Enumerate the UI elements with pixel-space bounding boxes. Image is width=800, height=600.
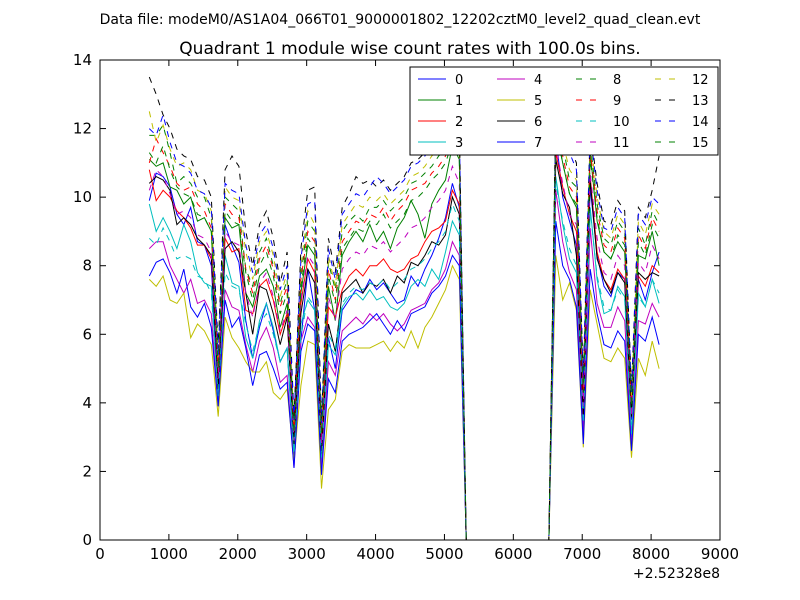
chart-title: Quadrant 1 module wise count rates with … xyxy=(179,39,640,59)
legend-label-7: 7 xyxy=(534,136,542,151)
axis-ticks: 0 1000 2000 3000 4000 5000 6000 7000 8000 9000 0 2 4… xyxy=(73,51,739,563)
x-tick-label: 3000 xyxy=(288,545,326,563)
series-line-3 xyxy=(148,176,660,541)
legend-label-6: 6 xyxy=(534,115,542,130)
x-tick-label: 1000 xyxy=(150,545,188,563)
y-tick-label: 8 xyxy=(82,257,92,275)
legend-frame xyxy=(409,66,719,156)
series-line-14 xyxy=(148,113,660,541)
series-line-7 xyxy=(148,221,660,541)
axes-frame xyxy=(99,59,721,541)
legend-label-8: 8 xyxy=(613,73,621,88)
legend-label-1: 1 xyxy=(455,94,463,109)
y-tick-label: 10 xyxy=(73,188,92,206)
y-tick-label: 4 xyxy=(82,394,92,412)
x-tick-label: 6000 xyxy=(494,545,532,563)
series-line-12 xyxy=(148,111,660,541)
series-line-2 xyxy=(148,152,660,541)
series-line-8 xyxy=(149,111,660,541)
suptitle: Data file: modeM0/AS1A04_066T01_90000018… xyxy=(100,12,701,28)
y-tick-label: 0 xyxy=(82,531,92,549)
series-line-6 xyxy=(148,159,660,541)
x-tick-label: 2000 xyxy=(219,545,257,563)
x-tick-label: 9000 xyxy=(701,545,739,563)
legend-label-12: 12 xyxy=(692,73,709,88)
series-line-0 xyxy=(148,135,660,541)
y-tick-label: 2 xyxy=(82,462,92,480)
y-tick-label: 6 xyxy=(82,325,92,343)
legend-label-3: 3 xyxy=(455,136,463,151)
x-offset-label: +2.52328e8 xyxy=(633,566,720,582)
series-line-11 xyxy=(148,145,660,541)
x-tick-label: 7000 xyxy=(563,545,601,563)
legend-label-9: 9 xyxy=(613,94,621,109)
series-line-4 xyxy=(148,190,660,541)
legend-label-13: 13 xyxy=(692,94,709,109)
x-tick-label: 8000 xyxy=(632,545,670,563)
legend-label-15: 15 xyxy=(692,136,709,151)
series-line-15 xyxy=(148,128,660,541)
legend-label-5: 5 xyxy=(534,94,542,109)
series-line-13 xyxy=(148,76,660,541)
legend-label-0: 0 xyxy=(455,73,463,88)
plot-area xyxy=(148,76,660,541)
series-line-1 xyxy=(148,128,660,541)
x-tick-label: 4000 xyxy=(356,545,394,563)
legend-label-10: 10 xyxy=(613,115,630,130)
y-tick-label: 14 xyxy=(73,51,92,69)
legend-label-11: 11 xyxy=(613,136,630,151)
x-tick-label: 0 xyxy=(95,545,105,563)
series-line-5 xyxy=(148,255,660,541)
legend-label-14: 14 xyxy=(692,115,709,130)
series-line-10 xyxy=(148,183,660,541)
legend-label-2: 2 xyxy=(455,115,463,130)
x-tick-label: 5000 xyxy=(425,545,463,563)
y-tick-label: 12 xyxy=(73,120,92,138)
legend-label-4: 4 xyxy=(534,73,542,88)
